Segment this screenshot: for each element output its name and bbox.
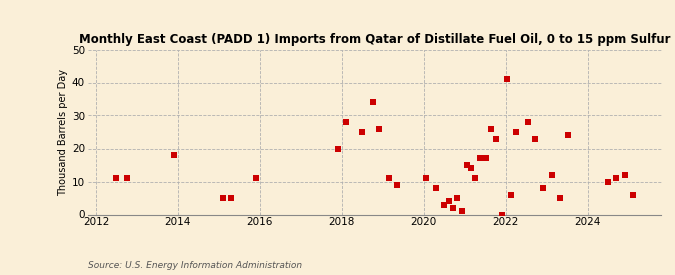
Point (357, 130, 368, 134)
Point (111, 176, 122, 180)
Point (250, 176, 261, 180)
Point (475, 156, 486, 161)
Y-axis label: Thousand Barrels per Day: Thousand Barrels per Day (57, 68, 68, 196)
Point (225, 196, 236, 200)
Point (510, 130, 521, 134)
Point (523, 120, 534, 124)
Point (431, 186, 441, 190)
Point (466, 166, 477, 170)
Point (619, 173, 630, 177)
Point (611, 176, 622, 180)
Point (122, 176, 132, 180)
Point (506, 192, 516, 197)
Point (497, 212, 508, 217)
Point (439, 202, 450, 207)
Point (501, 77, 512, 81)
Point (392, 183, 402, 187)
Point (421, 176, 431, 180)
Point (627, 192, 638, 197)
Point (332, 146, 343, 151)
Point (169, 153, 180, 157)
Point (462, 163, 472, 167)
Point (530, 136, 541, 141)
Point (383, 176, 394, 180)
Point (367, 100, 378, 104)
Point (486, 126, 497, 131)
Point (470, 176, 481, 180)
Point (456, 209, 467, 213)
Point (563, 133, 574, 138)
Point (443, 199, 454, 204)
Text: Source: U.S. Energy Information Administration: Source: U.S. Energy Information Administ… (88, 260, 302, 270)
Point (490, 136, 501, 141)
Point (603, 179, 614, 184)
Title: Monthly East Coast (PADD 1) Imports from Qatar of Distillate Fuel Oil, 0 to 15 p: Monthly East Coast (PADD 1) Imports from… (79, 32, 670, 46)
Point (448, 206, 459, 210)
Point (546, 173, 557, 177)
Point (452, 196, 463, 200)
Point (340, 120, 351, 124)
Point (217, 196, 228, 200)
Point (554, 196, 565, 200)
Point (481, 156, 491, 161)
Point (373, 126, 384, 131)
Point (537, 186, 548, 190)
